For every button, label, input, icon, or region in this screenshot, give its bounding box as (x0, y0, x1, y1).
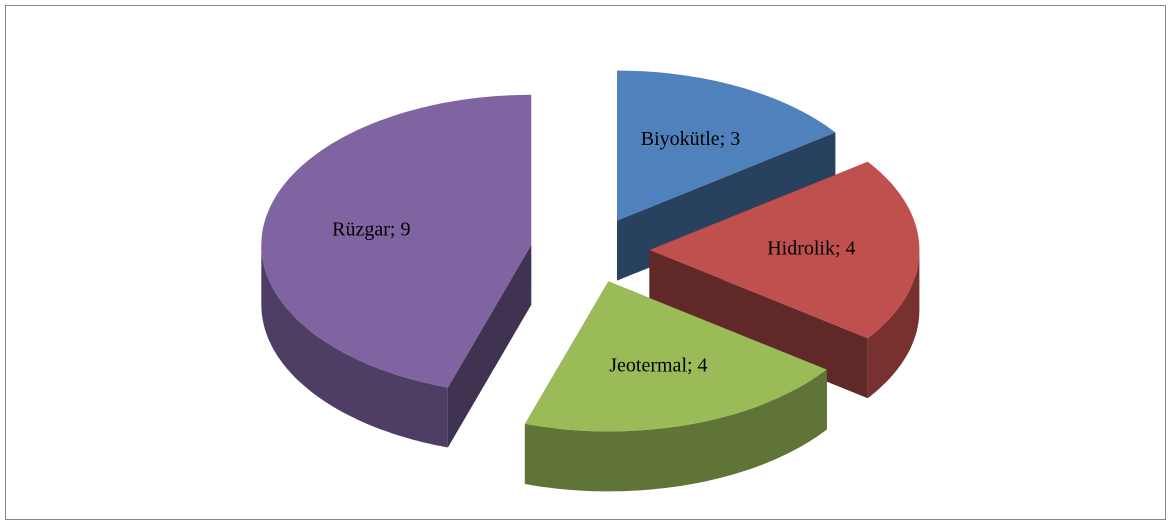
data-label: Hidrolik; 4 (767, 238, 855, 260)
pie-slice: Jeotermal (524, 281, 827, 432)
slice: Jeotermal (524, 281, 827, 492)
slice-edge-wall (447, 244, 532, 448)
pie-slice: Biyokütle (617, 70, 836, 221)
data-label: Biyokütle; 3 (641, 128, 740, 150)
slice: Hidrolik (649, 161, 920, 399)
slice-outer-wall (261, 244, 448, 448)
slice-outer-wall (867, 250, 920, 399)
data-label: Rüzgar; 9 (332, 218, 410, 240)
slice-edge-wall (649, 250, 868, 399)
data-label: Jeotermal; 4 (609, 355, 707, 377)
slice: Rüzgar (261, 94, 532, 448)
pie-slice: Hidrolik (649, 161, 920, 339)
slice-outer-wall (524, 369, 827, 492)
pie-slice: Rüzgar (261, 94, 532, 388)
